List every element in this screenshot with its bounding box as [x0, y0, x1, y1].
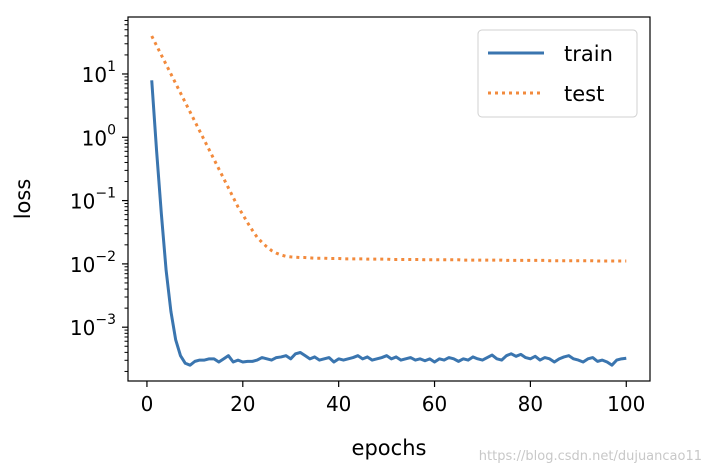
y-tick-label: 10−1 — [70, 186, 116, 214]
x-tick-label: 80 — [518, 392, 543, 416]
x-axis-label: epochs — [352, 436, 427, 460]
x-tick-label: 20 — [230, 392, 255, 416]
series-line-test — [150, 35, 627, 263]
y-tick-label: 10−2 — [70, 249, 116, 277]
watermark: https://blog.csdn.net/dujuancao11 — [478, 449, 702, 464]
x-tick-label: 40 — [326, 392, 351, 416]
x-tick-label: 100 — [607, 392, 645, 416]
x-tick-label: 0 — [141, 392, 154, 416]
y-minor-ticks — [124, 19, 128, 372]
legend-box — [477, 29, 638, 118]
legend-test-label: test — [564, 82, 604, 106]
legend: train test — [477, 29, 638, 118]
y-axis-label: loss — [11, 179, 35, 220]
series-layer — [150, 35, 627, 367]
series-line-train — [150, 80, 627, 367]
plot-area — [127, 16, 651, 382]
y-tick-label: 100 — [82, 122, 116, 150]
y-tick-label: 10−3 — [70, 312, 116, 340]
x-tick-label: 60 — [422, 392, 447, 416]
y-tick-label: 101 — [82, 59, 116, 87]
ticks-layer: 0 20 40 60 80 100 101 100 10−1 10−2 10−3 — [70, 59, 645, 416]
legend-train-label: train — [564, 42, 613, 66]
